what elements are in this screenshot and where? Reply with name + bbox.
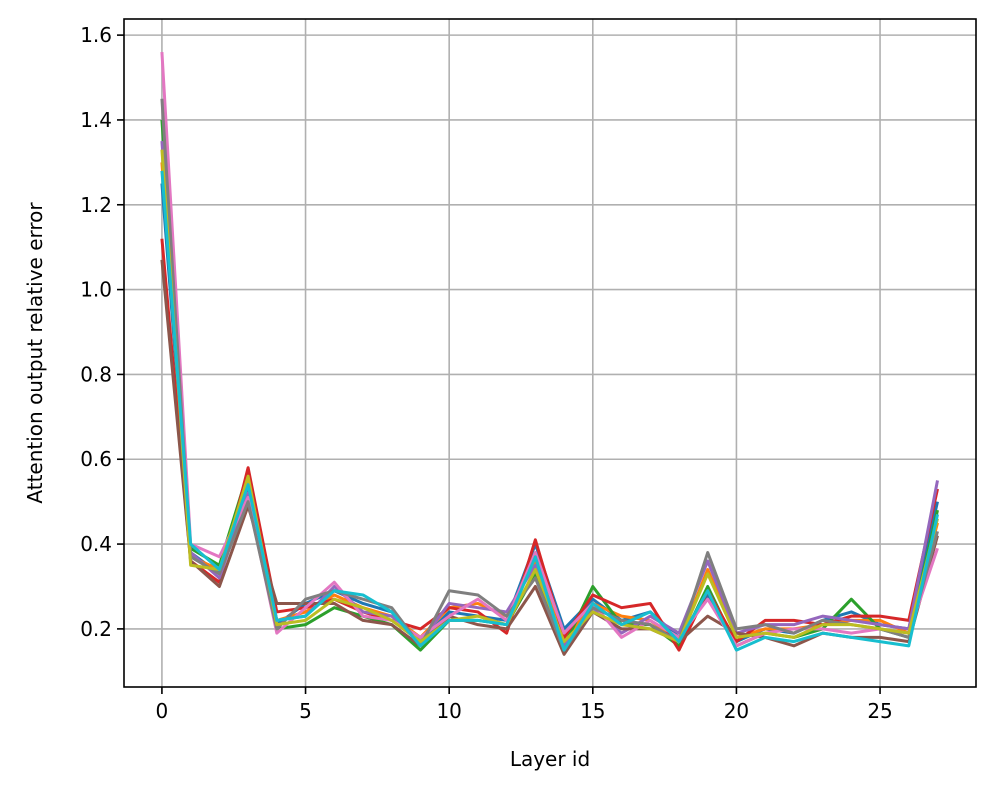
series-line <box>160 259 939 656</box>
y-tick-label: 0.2 <box>80 617 112 641</box>
series-line <box>160 141 939 648</box>
y-tick-label: 1.0 <box>80 278 112 302</box>
x-tick-label: 20 <box>724 699 749 723</box>
y-tick-label: 1.6 <box>80 23 112 47</box>
series-line <box>160 51 939 648</box>
y-tick-label: 1.4 <box>80 108 112 132</box>
series-line <box>160 183 939 644</box>
y-tick-label: 0.6 <box>80 447 112 471</box>
x-tick-label: 5 <box>299 699 312 723</box>
y-tick-label: 1.2 <box>80 193 112 217</box>
series-line <box>160 170 939 652</box>
x-tick-label: 15 <box>580 699 605 723</box>
x-axis-label: Layer id <box>510 747 590 771</box>
x-tick-label: 10 <box>436 699 461 723</box>
y-tick-label: 0.8 <box>80 362 112 386</box>
x-tick-label: 25 <box>867 699 892 723</box>
series-line <box>160 149 939 644</box>
y-tick-label: 0.4 <box>80 532 112 556</box>
x-tick-label: 0 <box>156 699 169 723</box>
plot-frame <box>123 18 977 688</box>
series-line <box>160 98 939 652</box>
series-line <box>160 162 939 644</box>
y-axis-label: Attention output relative error <box>23 202 47 504</box>
series-line <box>160 119 939 652</box>
